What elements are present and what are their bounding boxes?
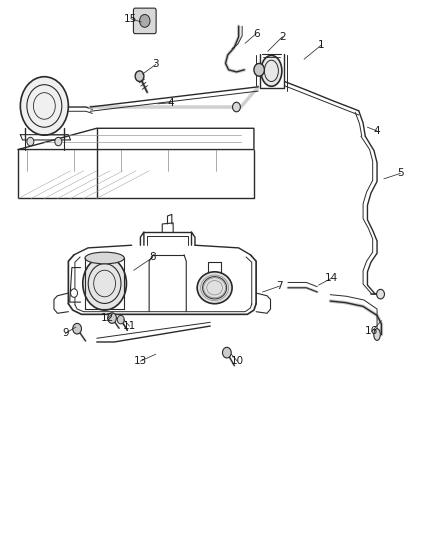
- Circle shape: [254, 63, 265, 76]
- Text: 14: 14: [325, 273, 338, 283]
- Text: 2: 2: [279, 32, 286, 42]
- Text: 13: 13: [134, 356, 147, 366]
- Ellipse shape: [85, 252, 124, 264]
- Circle shape: [73, 324, 81, 334]
- Text: 15: 15: [124, 14, 138, 24]
- Text: 5: 5: [397, 168, 403, 179]
- Ellipse shape: [197, 272, 232, 304]
- Circle shape: [135, 71, 144, 82]
- Circle shape: [140, 14, 150, 27]
- Circle shape: [108, 313, 117, 324]
- Text: 11: 11: [123, 321, 136, 331]
- Circle shape: [55, 138, 62, 146]
- Ellipse shape: [83, 257, 127, 310]
- Text: 9: 9: [62, 328, 69, 338]
- Text: 1: 1: [318, 40, 325, 50]
- Text: 3: 3: [152, 60, 159, 69]
- Circle shape: [223, 348, 231, 358]
- Ellipse shape: [20, 77, 68, 135]
- Text: 16: 16: [365, 326, 378, 336]
- Text: 10: 10: [231, 356, 244, 366]
- Text: 4: 4: [374, 126, 380, 136]
- Text: 8: 8: [149, 253, 156, 262]
- Circle shape: [71, 289, 78, 297]
- FancyBboxPatch shape: [134, 8, 156, 34]
- Circle shape: [27, 138, 34, 146]
- Ellipse shape: [233, 102, 240, 112]
- Ellipse shape: [377, 289, 385, 299]
- Circle shape: [117, 316, 124, 324]
- Text: 6: 6: [253, 29, 259, 39]
- Text: 12: 12: [101, 313, 114, 323]
- Text: 7: 7: [276, 281, 283, 291]
- Text: 4: 4: [168, 98, 174, 108]
- Ellipse shape: [261, 55, 282, 86]
- Ellipse shape: [374, 329, 380, 341]
